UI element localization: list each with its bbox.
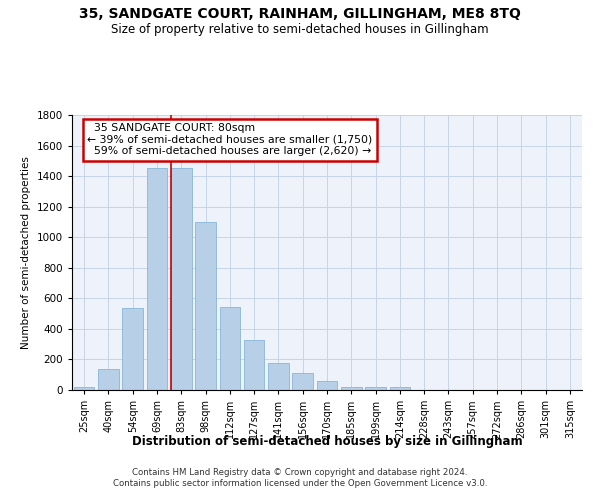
Bar <box>220 306 240 390</box>
Bar <box>195 222 216 390</box>
Bar <box>98 368 119 390</box>
Bar <box>317 381 337 390</box>
Bar <box>122 308 143 390</box>
Text: Contains HM Land Registry data © Crown copyright and database right 2024.
Contai: Contains HM Land Registry data © Crown c… <box>113 468 487 487</box>
Text: 35, SANDGATE COURT, RAINHAM, GILLINGHAM, ME8 8TQ: 35, SANDGATE COURT, RAINHAM, GILLINGHAM,… <box>79 8 521 22</box>
Bar <box>146 168 167 390</box>
Text: Distribution of semi-detached houses by size in Gillingham: Distribution of semi-detached houses by … <box>131 435 523 448</box>
Bar <box>365 387 386 390</box>
Bar <box>268 364 289 390</box>
Bar <box>171 168 191 390</box>
Text: 35 SANDGATE COURT: 80sqm  
← 39% of semi-detached houses are smaller (1,750)
  5: 35 SANDGATE COURT: 80sqm ← 39% of semi-d… <box>88 123 373 156</box>
Text: Size of property relative to semi-detached houses in Gillingham: Size of property relative to semi-detach… <box>111 22 489 36</box>
Bar <box>74 387 94 390</box>
Bar <box>244 340 265 390</box>
Y-axis label: Number of semi-detached properties: Number of semi-detached properties <box>21 156 31 349</box>
Bar <box>389 387 410 390</box>
Bar <box>341 387 362 390</box>
Bar <box>292 373 313 390</box>
